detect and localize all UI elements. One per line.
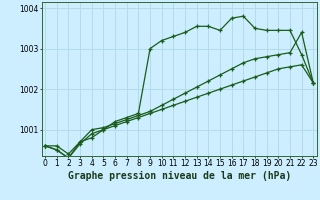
X-axis label: Graphe pression niveau de la mer (hPa): Graphe pression niveau de la mer (hPa) [68, 171, 291, 181]
